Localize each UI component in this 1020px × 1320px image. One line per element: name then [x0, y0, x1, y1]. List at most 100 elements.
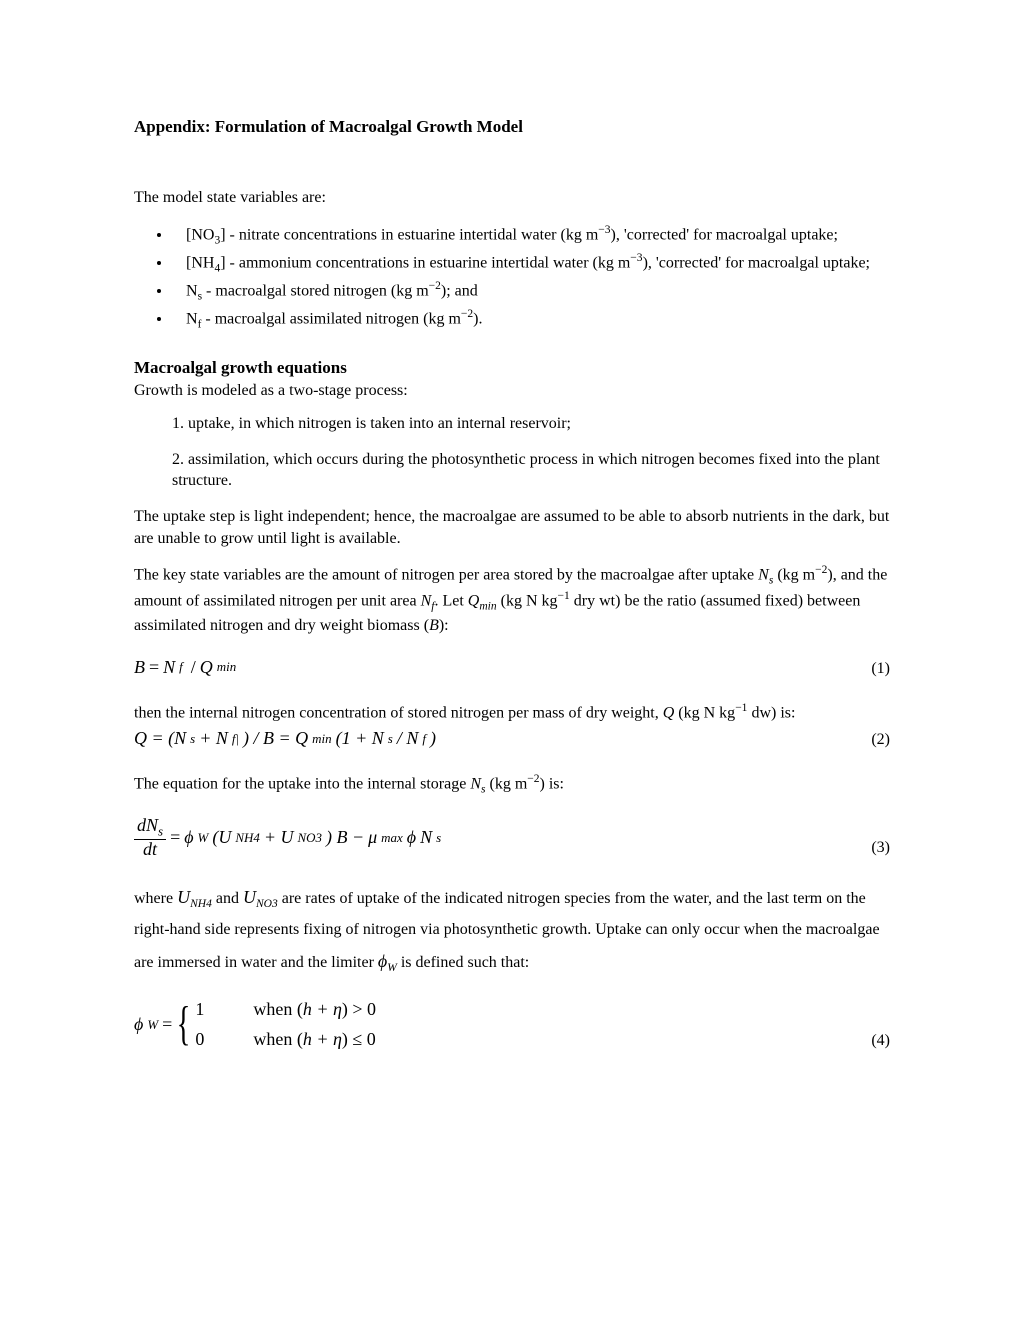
text: (kg N kg [497, 593, 558, 610]
equation-number: (3) [871, 837, 890, 859]
expr: + U [264, 825, 294, 849]
equation-number: (4) [871, 1030, 890, 1052]
equation-number: (2) [871, 729, 890, 751]
text: where [134, 890, 177, 907]
subscript: s [190, 730, 195, 747]
denom: dt [140, 840, 160, 859]
paragraph: The equation for the uptake into the int… [134, 772, 890, 798]
text: . Let [434, 593, 467, 610]
intro-paragraph: The model state variables are: [134, 187, 890, 209]
equation-3: dNs dt = ϕW (UNH4 + UNO3 ) B − μ max ϕ N… [134, 816, 890, 858]
text: - macroalgal stored nitrogen (kg m [202, 282, 429, 299]
op: = [149, 655, 159, 679]
case-value: 0 [195, 1027, 245, 1051]
text: ) > 0 [342, 999, 376, 1019]
equation-4: ϕW = { 1 when (h + η) > 0 0 when (h + η)… [134, 997, 890, 1052]
var: U [243, 887, 256, 907]
fraction: dNs dt [134, 816, 166, 858]
text: The equation for the uptake into the int… [134, 776, 470, 793]
section-heading: Macroalgal growth equations [134, 357, 890, 380]
text: ), 'corrected' for macroalgal uptake; [611, 226, 838, 243]
superscript: −3 [598, 224, 610, 236]
expr: (U [212, 825, 231, 849]
expr: ) / B = Q [243, 726, 308, 750]
var: ϕ [407, 825, 416, 849]
var: Q [200, 655, 213, 679]
text: ] - ammonium concentrations in estuarine… [220, 254, 630, 271]
var: N [420, 825, 432, 849]
var: ϕ [184, 825, 193, 849]
text: and [212, 890, 243, 907]
var: Q [468, 593, 480, 610]
var: B [134, 655, 145, 679]
text: then the internal nitrogen concentration… [134, 705, 663, 722]
subscript: f [422, 730, 426, 747]
subscript: NH4 [190, 898, 212, 910]
expr: / N [397, 726, 419, 750]
subscript: min [479, 601, 496, 613]
text: [NO [186, 226, 214, 243]
left-brace-icon: { [177, 1005, 191, 1043]
subscript: min [312, 730, 331, 747]
numbered-step: 2. assimilation, which occurs during the… [172, 449, 890, 492]
op: = [162, 1012, 172, 1036]
text: (kg m [773, 567, 815, 584]
text: is defined such that: [397, 954, 529, 971]
subscript: f| [232, 730, 239, 747]
text: (kg m [485, 776, 527, 793]
subscript: f [179, 658, 183, 675]
subscript: W [198, 829, 209, 846]
text: ): [439, 617, 449, 634]
paragraph: then the internal nitrogen concentration… [134, 701, 890, 724]
text: ); and [441, 282, 478, 299]
text: ) is: [540, 776, 564, 793]
superscript: −2 [815, 564, 827, 576]
subscript: NO3 [256, 898, 278, 910]
op: = [170, 825, 180, 849]
text: when ( [253, 999, 302, 1019]
text: (kg N kg [674, 705, 735, 722]
list-item: [NH4] - ammonium concentrations in estua… [172, 251, 890, 277]
list-item: Ns - macroalgal stored nitrogen (kg m−2)… [172, 279, 890, 305]
var: N [758, 567, 769, 584]
var: N [421, 593, 432, 610]
text: ) ≤ 0 [342, 1029, 376, 1049]
superscript: −1 [558, 590, 570, 602]
equation-1: B = Nf / Qmin (1) [134, 655, 890, 679]
superscript: −2 [461, 308, 473, 320]
subscript: s [158, 824, 163, 839]
subscript: NH4 [235, 829, 259, 846]
op: / [191, 655, 196, 679]
state-variables-list: [NO3] - nitrate concentrations in estuar… [134, 223, 890, 333]
list-item: [NO3] - nitrate concentrations in estuar… [172, 223, 890, 249]
expr: Q = (N [134, 726, 186, 750]
expr: h + η [303, 999, 342, 1019]
equation-number: (1) [871, 658, 890, 680]
text: N [186, 282, 198, 299]
var: ϕ [134, 1012, 143, 1036]
expr: + N [199, 726, 228, 750]
expr: ) [430, 726, 436, 750]
subscript: s [388, 730, 393, 747]
appendix-title: Appendix: Formulation of Macroalgal Grow… [134, 116, 890, 139]
superscript: −2 [527, 773, 539, 785]
text: N [186, 310, 198, 327]
text: ), 'corrected' for macroalgal uptake; [643, 254, 870, 271]
case-value: 1 [195, 997, 245, 1021]
var: μ [368, 825, 377, 849]
case-cond: when (h + η) ≤ 0 [253, 1027, 375, 1051]
expr: (1 + N [336, 726, 384, 750]
text: dw) is: [747, 705, 795, 722]
text: [NH [186, 254, 214, 271]
text: ). [473, 310, 482, 327]
text: when ( [253, 1029, 302, 1049]
var: N [470, 776, 481, 793]
numbered-step: 1. uptake, in which nitrogen is taken in… [172, 413, 890, 435]
expr: h + η [303, 1029, 342, 1049]
list-item: Nf - macroalgal assimilated nitrogen (kg… [172, 307, 890, 333]
text: - macroalgal assimilated nitrogen (kg m [201, 310, 460, 327]
case-cond: when (h + η) > 0 [253, 997, 376, 1021]
paragraph: The uptake step is light independent; he… [134, 506, 890, 549]
text: ] - nitrate concentrations in estuarine … [220, 226, 598, 243]
superscript: −1 [735, 702, 747, 714]
